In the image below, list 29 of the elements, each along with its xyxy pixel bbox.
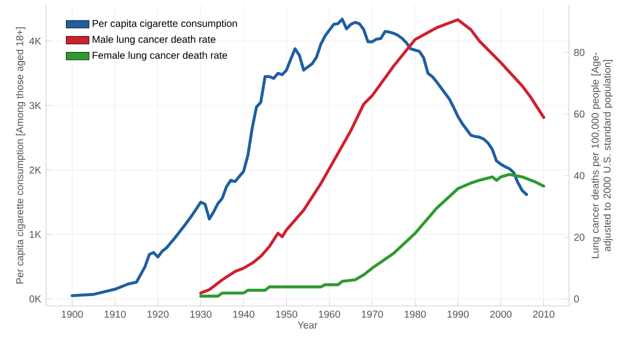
x-tick-label: 1930 [190,310,212,318]
x-tick-label: 1910 [104,310,126,318]
x-tick-label: 1950 [276,310,298,318]
y-tick-label: 1K [30,231,42,238]
x-tick-label: 2000 [490,310,512,318]
y2-axis-title: Lung cancer deaths per 100,000 people [Age-adjusted to 2000 U.S. standard population] [591,52,613,258]
y2-tick-label: 80 [574,48,584,56]
x-tick-label: 1980 [404,310,426,318]
x-tick-label: 1960 [319,310,340,318]
y-tick-label: 2K [30,166,42,174]
legend-label: Male lung cancer death rate [92,36,216,45]
x-tick-label: 1900 [62,310,83,318]
x-tick-label: 1990 [448,310,469,318]
legend-label: Female lung cancer death rate [92,51,228,61]
y2-tick-label: 20 [574,234,584,241]
y2-tick-label: 40 [574,172,584,180]
y2-tick-label: 0 [574,295,579,302]
y2-tick-label: 60 [574,110,584,118]
x-tick-label: 1970 [362,310,383,318]
y-axis-title: Per capita cigarette consumption [Among those aged 18+] [16,27,26,284]
line-series [199,172,546,298]
x-tick-label: 1920 [148,310,169,318]
y-tick-label: 4K [29,38,42,45]
x-axis-title: Year [298,322,318,329]
y-tick-label: 0K [29,295,42,302]
legend-label: Per capita cigarette consumption [92,20,237,29]
x-tick-label: 1940 [233,310,254,318]
y-tick-label: 3K [29,102,42,110]
x-tick-label: 2010 [533,310,554,318]
